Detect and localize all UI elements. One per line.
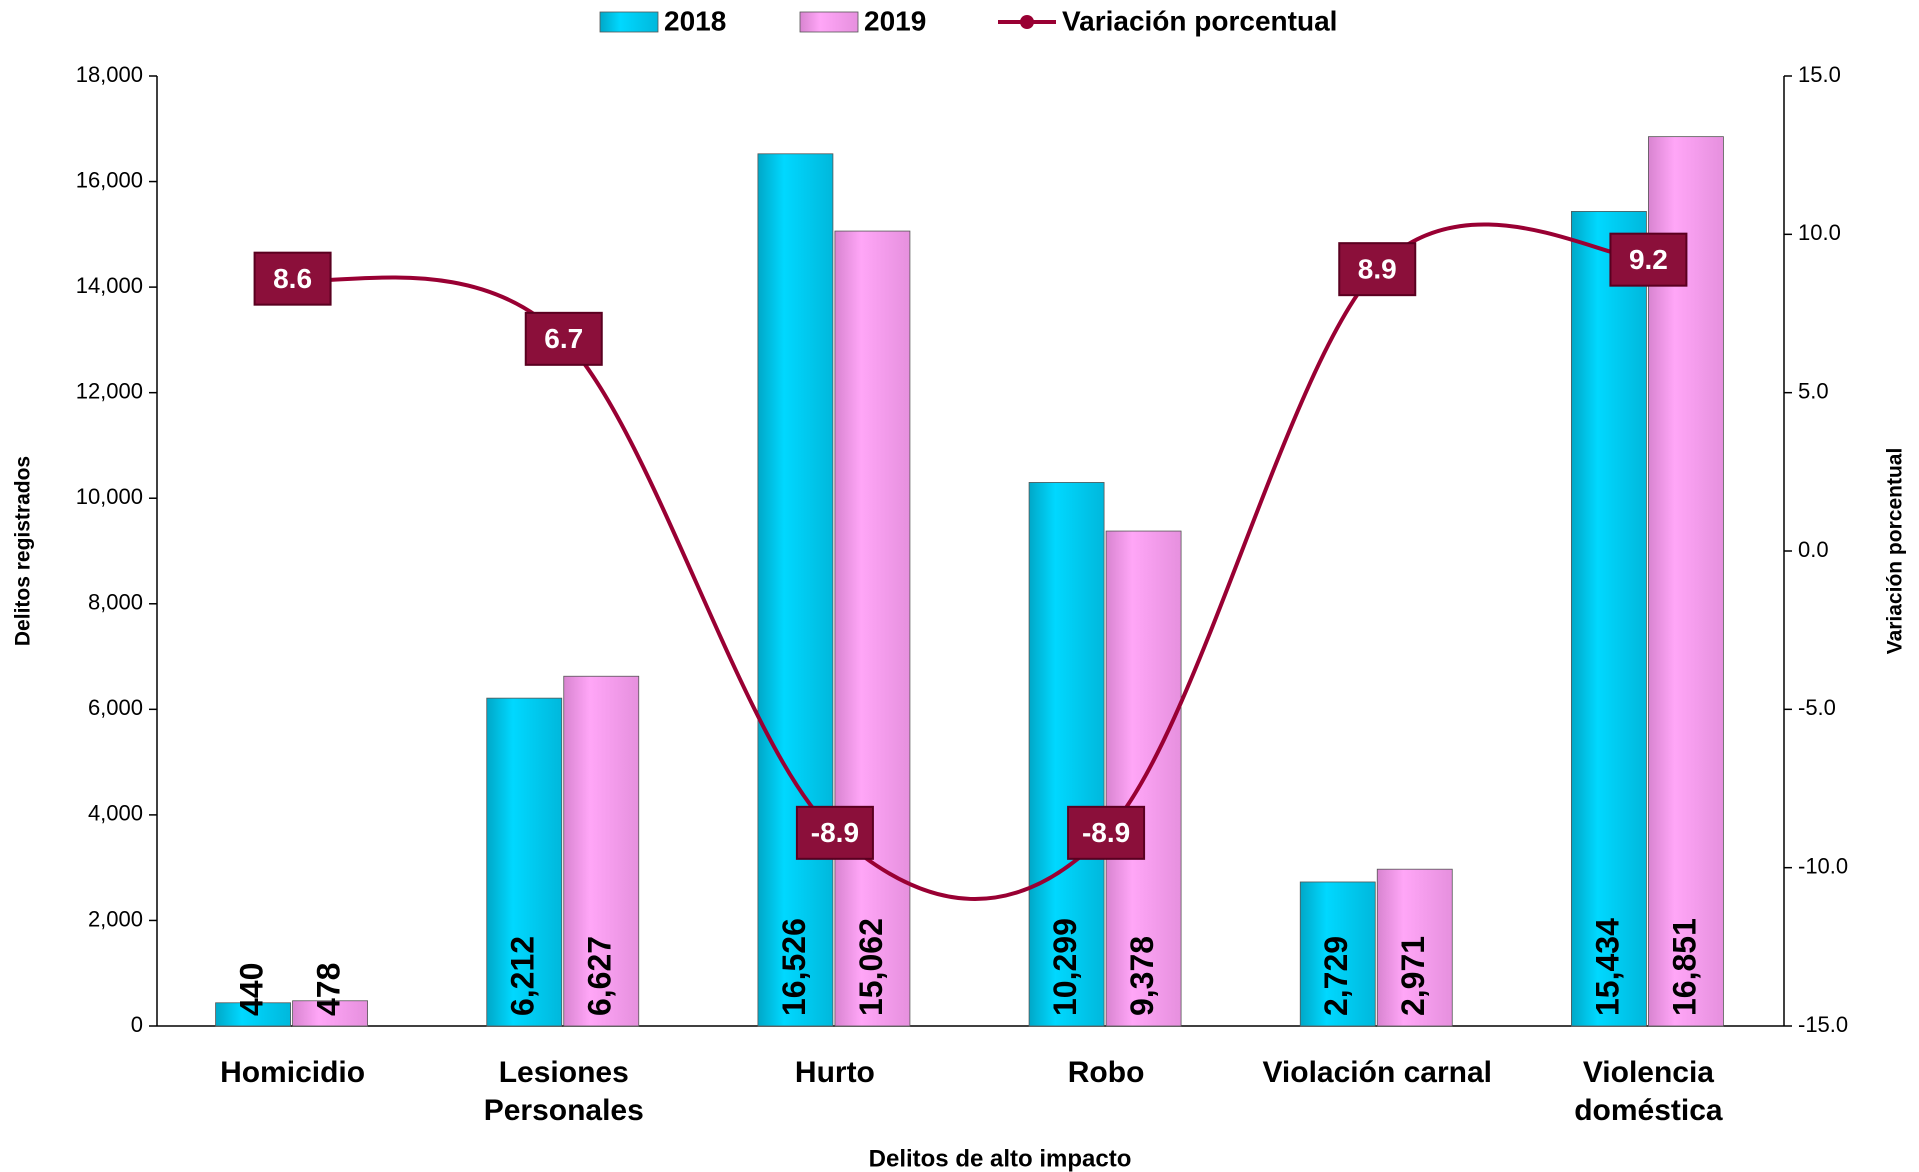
bar-value-label: 9,378: [1124, 936, 1160, 1016]
y-tick-label: 6,000: [88, 695, 143, 720]
y-axis-title: Delitos registrados: [12, 456, 35, 646]
bar: [1299, 881, 1376, 1027]
bar: [1376, 868, 1453, 1027]
x-tick-label: Violación carnal: [1262, 1056, 1493, 1089]
bar: [757, 153, 834, 1027]
bar-value-label: 440: [234, 963, 270, 1016]
y2-tick-label: -5.0: [1798, 695, 1836, 720]
point-label-box: [1067, 805, 1146, 860]
y-tick-label: 14,000: [76, 273, 143, 298]
point-label: 9.2: [1629, 244, 1668, 275]
point-label-box: [795, 805, 874, 860]
point-label-box: [1609, 232, 1688, 287]
legend-swatch: [599, 11, 659, 33]
y2-tick-label: 15.0: [1798, 62, 1841, 87]
x-tick-label: Hurto: [794, 1056, 875, 1089]
point-label: -8.9: [1082, 817, 1130, 848]
bar-value-label: 15,062: [853, 918, 889, 1016]
x-tick-label: Robo: [1067, 1056, 1145, 1089]
y2-tick-label: -10.0: [1798, 853, 1848, 878]
bar-value-label: 10,299: [1047, 918, 1083, 1016]
y2-tick-label: 5.0: [1798, 378, 1829, 403]
bar-value-label: 2,971: [1395, 936, 1431, 1016]
bar-value-label: 478: [311, 963, 347, 1016]
point-label: -8.9: [811, 817, 859, 848]
point-label-box: [1338, 242, 1417, 297]
y2-tick-label: 0.0: [1798, 537, 1829, 562]
point-label: 8.9: [1358, 254, 1397, 285]
bar-value-label: 16,851: [1666, 918, 1702, 1016]
bar-value-label: 16,526: [776, 918, 812, 1016]
bar: [486, 697, 563, 1027]
bar: [1028, 482, 1105, 1027]
bar-value-label: 6,627: [582, 936, 618, 1016]
bar: [292, 1000, 368, 1027]
y-tick-label: 18,000: [76, 62, 143, 87]
bar-value-label: 6,212: [505, 936, 541, 1016]
bar: [834, 230, 911, 1027]
legend-marker: [1020, 15, 1034, 29]
legend-swatch: [799, 11, 859, 33]
bar: [1571, 211, 1647, 1027]
y-tick-label: 2,000: [88, 906, 143, 931]
y-tick-label: 4,000: [88, 801, 143, 826]
point-label: 6.7: [544, 323, 583, 354]
point-label: 8.6: [273, 263, 312, 294]
point-label-box: [253, 251, 332, 306]
bar-value-label: 2,729: [1318, 936, 1354, 1016]
y-tick-label: 10,000: [76, 484, 143, 509]
y-tick-label: 16,000: [76, 167, 143, 192]
y-tick-label: 0: [131, 1012, 143, 1037]
y2-tick-label: 10.0: [1798, 220, 1841, 245]
y2-axis-title: Variación porcentual: [1884, 448, 1907, 655]
legend-label: 2018: [664, 5, 726, 36]
x-tick-label: Lesiones Personales: [483, 1056, 644, 1127]
y-tick-label: 8,000: [88, 590, 143, 615]
point-label-box: [524, 311, 603, 366]
bar: [215, 1002, 291, 1027]
x-tick-label: Violencia doméstica: [1574, 1056, 1723, 1127]
x-axis-title: Delitos de alto impacto: [869, 1145, 1132, 1172]
legend-label: Variación porcentual: [1062, 5, 1337, 36]
legend-label: 2019: [864, 5, 926, 36]
bar: [563, 675, 640, 1027]
x-tick-label: Homicidio: [220, 1056, 366, 1089]
y-tick-label: 12,000: [76, 378, 143, 403]
bar-value-label: 15,434: [1589, 918, 1625, 1016]
y2-tick-label: -15.0: [1798, 1012, 1848, 1037]
